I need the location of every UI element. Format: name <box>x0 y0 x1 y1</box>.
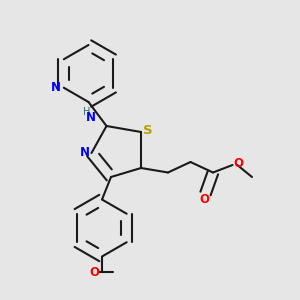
Text: H: H <box>83 107 90 117</box>
Text: N: N <box>86 111 96 124</box>
Text: S: S <box>143 124 152 137</box>
Text: N: N <box>51 81 61 94</box>
Text: O: O <box>199 193 209 206</box>
Text: N: N <box>80 146 90 159</box>
Text: O: O <box>90 266 100 279</box>
Text: O: O <box>233 157 243 170</box>
